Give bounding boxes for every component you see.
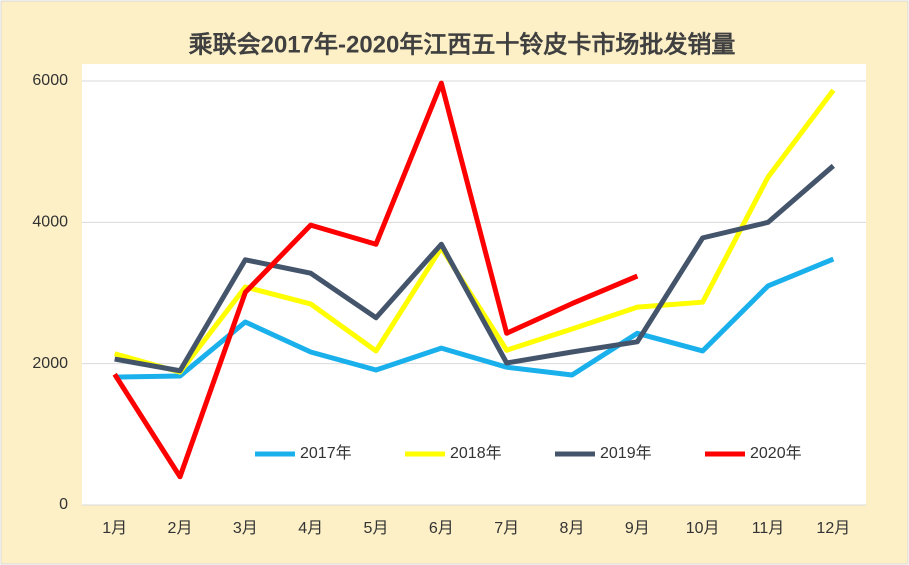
x-tick-label: 9月	[625, 520, 650, 537]
legend-label: 2017年	[300, 444, 352, 462]
y-tick-label: 4000	[32, 214, 68, 231]
x-tick-label: 8月	[560, 520, 585, 537]
x-tick-label: 11月	[752, 520, 785, 537]
x-tick-label: 12月	[816, 520, 850, 537]
data-line	[112, 80, 639, 480]
y-tick-label: 6000	[32, 72, 68, 89]
x-tick-label: 2月	[168, 520, 193, 537]
legend-label: 2018年	[450, 444, 502, 462]
data-line	[114, 256, 835, 380]
x-tick-label: 3月	[233, 520, 258, 537]
x-tick-label: 5月	[364, 520, 389, 537]
chart-title: 乘联会2017年-2020年江西五十铃皮卡市场批发销量	[188, 30, 736, 58]
y-tick-label: 0	[59, 496, 68, 513]
x-tick-label: 7月	[494, 520, 519, 537]
y-tick-label: 2000	[32, 355, 68, 372]
plot-area	[82, 64, 866, 505]
x-tick-label: 6月	[429, 520, 454, 537]
x-tick-label: 1月	[102, 520, 127, 537]
legend-label: 2019年	[600, 444, 652, 462]
x-tick-label: 10月	[686, 520, 720, 537]
data-line	[114, 163, 835, 374]
x-tick-label: 4月	[298, 520, 323, 537]
legend-label: 2020年	[750, 444, 802, 462]
